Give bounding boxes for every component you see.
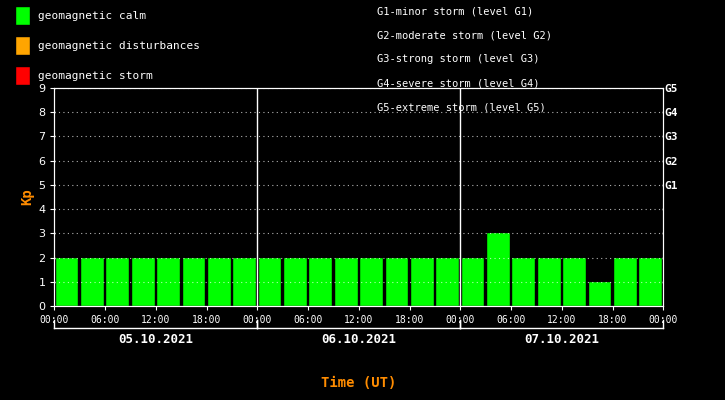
Bar <box>132 258 154 306</box>
Text: geomagnetic disturbances: geomagnetic disturbances <box>38 41 199 51</box>
Bar <box>107 258 129 306</box>
Bar <box>538 258 560 306</box>
Bar <box>56 258 78 306</box>
Bar <box>614 258 637 306</box>
Text: G4-severe storm (level G4): G4-severe storm (level G4) <box>377 78 539 88</box>
Bar <box>208 258 231 306</box>
Bar <box>335 258 357 306</box>
Bar <box>259 258 281 306</box>
Bar <box>183 258 205 306</box>
Bar <box>284 258 307 306</box>
Text: geomagnetic storm: geomagnetic storm <box>38 70 152 81</box>
Bar <box>513 258 535 306</box>
Text: G2-moderate storm (level G2): G2-moderate storm (level G2) <box>377 30 552 40</box>
Text: G3-strong storm (level G3): G3-strong storm (level G3) <box>377 54 539 64</box>
Bar <box>436 258 459 306</box>
Text: 06.10.2021: 06.10.2021 <box>321 333 397 346</box>
Bar <box>563 258 586 306</box>
Bar <box>386 258 408 306</box>
Bar <box>360 258 383 306</box>
Bar <box>157 258 180 306</box>
Y-axis label: Kp: Kp <box>20 189 34 205</box>
Bar <box>310 258 332 306</box>
Text: Time (UT): Time (UT) <box>321 376 397 390</box>
Bar <box>589 282 611 306</box>
Text: 05.10.2021: 05.10.2021 <box>118 333 194 346</box>
Text: G5-extreme storm (level G5): G5-extreme storm (level G5) <box>377 102 546 112</box>
Text: 07.10.2021: 07.10.2021 <box>524 333 600 346</box>
Bar <box>233 258 256 306</box>
Bar <box>411 258 434 306</box>
Text: G1-minor storm (level G1): G1-minor storm (level G1) <box>377 6 534 16</box>
Bar <box>81 258 104 306</box>
Bar <box>462 258 484 306</box>
Bar <box>487 233 510 306</box>
Bar <box>639 258 662 306</box>
Text: geomagnetic calm: geomagnetic calm <box>38 11 146 20</box>
